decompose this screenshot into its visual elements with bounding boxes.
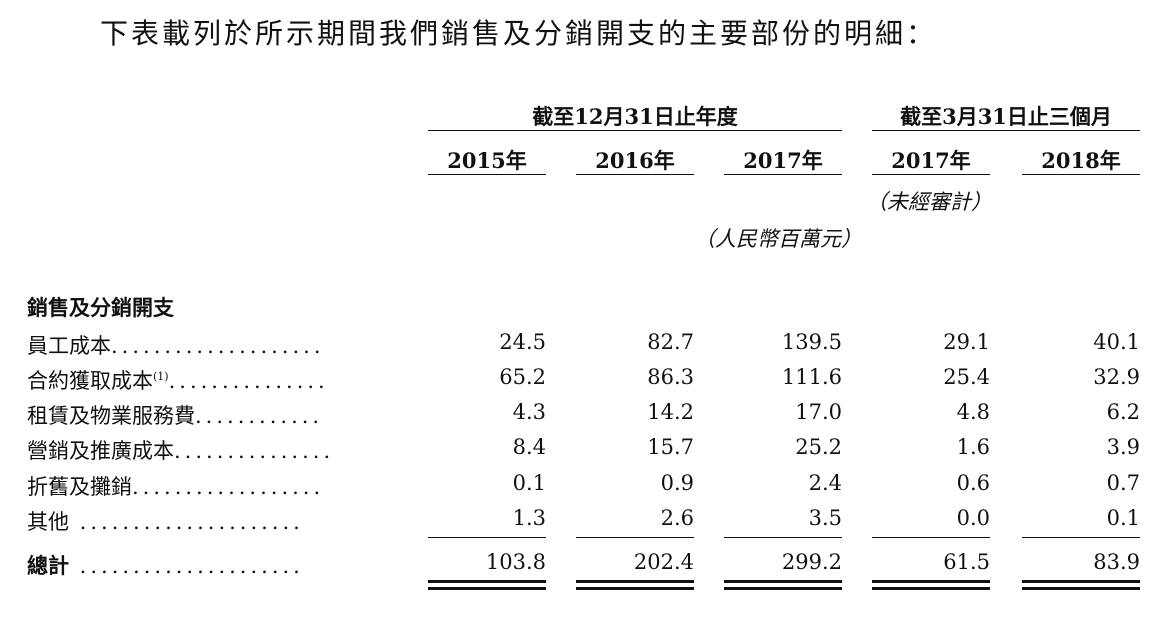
- year-header-2016: 2016年: [595, 148, 675, 173]
- header-group-annual: 截至12月31日止年度: [532, 104, 738, 129]
- cell-2017-q1: 1.6: [956, 435, 990, 459]
- cell-2016: 15.7: [647, 435, 694, 459]
- cell-2017-q1: 4.8: [956, 400, 990, 424]
- cell-2017-q1: 29.1: [943, 330, 990, 354]
- total-label: 總計 .....................: [27, 553, 304, 578]
- year-rule-2018-q1: [1022, 174, 1140, 175]
- cell-2017-q1: 25.4: [943, 365, 990, 389]
- total-rule-2016: [576, 537, 694, 538]
- year-rule-2016: [576, 174, 694, 175]
- leader-dots: .....................: [69, 554, 304, 578]
- double-rule-2016: [576, 580, 694, 590]
- cell-2017-q1: 0.6: [956, 471, 990, 495]
- year-header-2017: 2017年: [743, 148, 823, 173]
- cell-2018-q1: 3.9: [1106, 435, 1140, 459]
- row-label: 員工成本....................: [27, 334, 325, 358]
- table-row: 租賃及物業服務費............ 4.3 14.2 17.0 4.8 6…: [0, 400, 1172, 432]
- table-row: 員工成本.................... 24.5 82.7 139.5…: [0, 330, 1172, 362]
- header-group-quarter: 截至3月31日止三個月: [900, 104, 1112, 129]
- row-label: 營銷及推廣成本...............: [27, 439, 335, 463]
- total-2018-q1: 83.9: [1093, 550, 1140, 574]
- year-rule-2015: [428, 174, 546, 175]
- cell-2018-q1: 6.2: [1106, 400, 1140, 424]
- row-label: 折舊及攤銷..................: [27, 475, 325, 499]
- total-rule-2017: [724, 537, 842, 538]
- double-rule-2017: [724, 580, 842, 590]
- cell-2017: 25.2: [795, 435, 842, 459]
- cell-2017: 17.0: [795, 400, 842, 424]
- year-header-2015: 2015年: [447, 148, 527, 173]
- cell-2017: 2.4: [808, 471, 842, 495]
- cell-2015: 65.2: [499, 365, 546, 389]
- cell-2015: 4.3: [512, 400, 546, 424]
- cell-2016: 0.9: [660, 471, 694, 495]
- cell-2016: 14.2: [647, 400, 694, 424]
- leader-dots: ....................: [111, 334, 325, 358]
- intro-text: 下表載列於所示期間我們銷售及分銷開支的主要部份的明細：: [100, 17, 938, 50]
- unaudited-note: （未經審計）: [866, 190, 992, 214]
- cell-2016: 86.3: [647, 365, 694, 389]
- double-rule-2017-q1: [872, 580, 990, 590]
- cell-2015: 1.3: [512, 506, 546, 530]
- double-rule-2018-q1: [1022, 580, 1140, 590]
- row-label: 租賃及物業服務費............: [27, 404, 324, 428]
- table-row: 合約獲取成本(1)............... 65.2 86.3 111.6…: [0, 365, 1172, 397]
- cell-2016: 2.6: [660, 506, 694, 530]
- total-row: 總計 ..................... 103.8 202.4 299…: [0, 550, 1172, 582]
- leader-dots: .....................: [69, 510, 304, 534]
- double-rule-2015: [428, 580, 546, 590]
- table-row: 折舊及攤銷.................. 0.1 0.9 2.4 0.6 …: [0, 471, 1172, 503]
- cell-2017: 139.5: [781, 330, 842, 354]
- total-rule-2017-q1: [872, 537, 990, 538]
- cell-2018-q1: 40.1: [1093, 330, 1140, 354]
- table-row: 營銷及推廣成本............... 8.4 15.7 25.2 1.6…: [0, 435, 1172, 467]
- leader-dots: ...............: [174, 439, 335, 463]
- header-group-quarter-rule: [872, 130, 1140, 131]
- cell-2018-q1: 32.9: [1093, 365, 1140, 389]
- leader-dots: ............: [195, 404, 324, 428]
- cell-2017: 3.5: [808, 506, 842, 530]
- total-2017-q1: 61.5: [943, 550, 990, 574]
- cell-2018-q1: 0.7: [1106, 471, 1140, 495]
- total-rule-2015: [428, 537, 546, 538]
- leader-dots: ..................: [132, 475, 325, 499]
- cell-2015: 0.1: [512, 471, 546, 495]
- table-row: 其他 ..................... 1.3 2.6 3.5 0.0…: [0, 506, 1172, 538]
- row-label: 合約獲取成本(1)...............: [27, 369, 329, 393]
- cell-2016: 82.7: [647, 330, 694, 354]
- year-rule-2017-q1: [872, 174, 990, 175]
- cell-2017-q1: 0.0: [956, 506, 990, 530]
- unit-note: （人民幣百萬元）: [694, 227, 862, 251]
- total-2017: 299.2: [781, 550, 842, 574]
- cell-2017: 111.6: [781, 365, 842, 389]
- total-2016: 202.4: [633, 550, 694, 574]
- cell-2018-q1: 0.1: [1106, 506, 1140, 530]
- year-rule-2017: [724, 174, 842, 175]
- leader-dots: ...............: [168, 369, 329, 393]
- year-header-2018-q1: 2018年: [1041, 148, 1121, 173]
- cell-2015: 24.5: [499, 330, 546, 354]
- cell-2015: 8.4: [512, 435, 546, 459]
- year-header-2017-q1: 2017年: [891, 148, 971, 173]
- total-rule-2018-q1: [1022, 537, 1140, 538]
- total-2015: 103.8: [485, 550, 546, 574]
- header-group-annual-rule: [428, 130, 842, 131]
- row-label: 其他 .....................: [27, 510, 304, 534]
- section-title: 銷售及分銷開支: [27, 295, 174, 320]
